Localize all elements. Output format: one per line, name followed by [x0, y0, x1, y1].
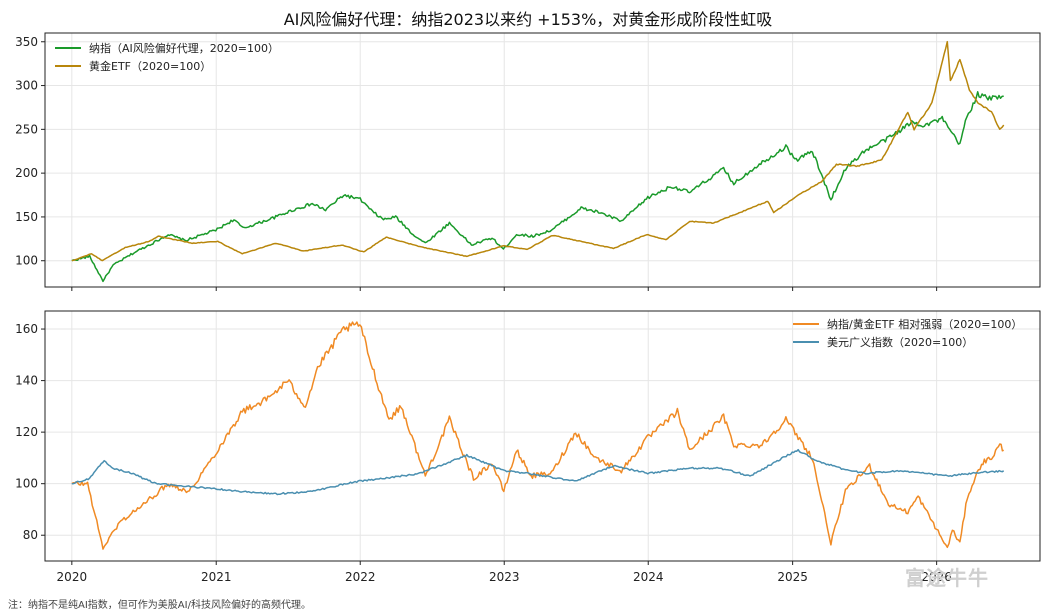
- plot-frame: [44, 310, 1041, 562]
- y-tick-label: 200: [15, 166, 38, 180]
- y-tick-label: 300: [15, 79, 38, 93]
- y-tick-label: 100: [15, 254, 38, 268]
- x-tick-label: 2024: [633, 570, 664, 584]
- series-line: [71, 321, 1005, 550]
- x-tick-label: 2020: [57, 570, 88, 584]
- x-tick-label: 2026: [921, 570, 952, 584]
- legend-label: 纳指（AI风险偏好代理，2020=100）: [89, 41, 279, 55]
- x-tick-label: 2021: [201, 570, 232, 584]
- y-tick-label: 160: [15, 322, 38, 336]
- x-tick-label: 2025: [777, 570, 808, 584]
- y-tick-label: 150: [15, 210, 38, 224]
- chart-title: AI风险偏好代理：纳指2023以来约 +153%，对黄金形成阶段性虹吸: [283, 10, 773, 29]
- legend-label: 黄金ETF（2020=100）: [89, 59, 211, 73]
- y-tick-label: 80: [23, 528, 38, 542]
- y-tick-label: 120: [15, 425, 38, 439]
- series-line: [71, 448, 1005, 496]
- plot-frame: [44, 32, 1041, 288]
- legend-label: 美元广义指数（2020=100）: [827, 335, 973, 349]
- footnote: 注：纳指不是纯AI指数，但可作为美股AI/科技风险偏好的高频代理。: [8, 600, 311, 611]
- y-tick-label: 350: [15, 35, 38, 49]
- y-tick-label: 140: [15, 374, 38, 388]
- series-line: [71, 91, 1004, 283]
- legend-label: 纳指/黄金ETF 相对强弱（2020=100）: [827, 317, 1022, 331]
- x-tick-label: 2022: [345, 570, 376, 584]
- series-line: [71, 40, 1005, 262]
- watermark-logo: 富途牛牛: [905, 566, 989, 590]
- y-tick-label: 100: [15, 477, 38, 491]
- x-tick-label: 2023: [489, 570, 520, 584]
- y-tick-label: 250: [15, 122, 38, 136]
